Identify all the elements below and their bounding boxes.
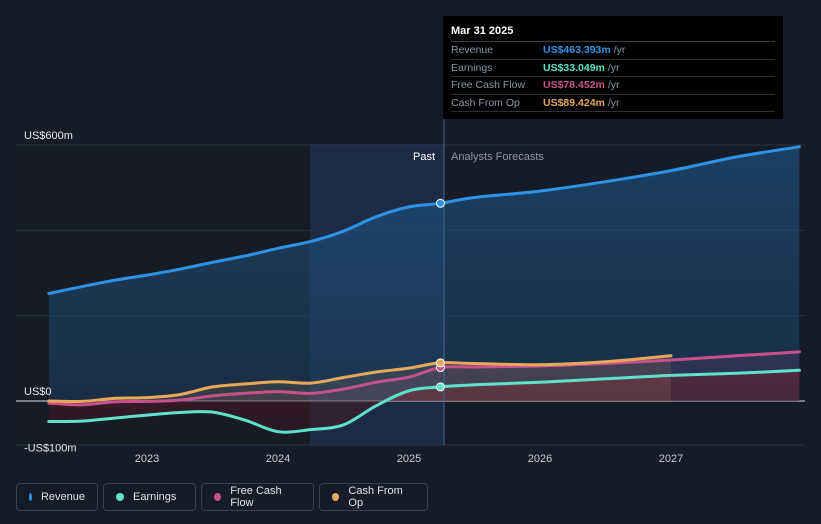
y-axis-label: -US$100m (24, 443, 77, 455)
tooltip-row-name: Revenue (451, 44, 494, 56)
revenue-line (47, 145, 801, 295)
earnings-marker (435, 382, 445, 392)
legend-item-cash-from-op[interactable]: Cash From Op (319, 483, 428, 511)
legend-label: Revenue (40, 491, 85, 503)
tooltip-row-name: Cash From Op (451, 96, 520, 109)
cash-from-op-line (47, 354, 673, 404)
legend-label: Cash From Op (348, 485, 403, 509)
revenue-area (48, 146, 800, 401)
revenue-marker (435, 198, 445, 208)
forecast-label: Analysts Forecasts (451, 151, 544, 163)
tooltip-row-name: Earnings (451, 61, 493, 74)
free-cash-flow-line (47, 350, 801, 407)
free-cash-flow-area (48, 351, 800, 405)
x-axis-labels: 2023 2024 2025 2026 2027 (135, 453, 683, 465)
tooltip-row-cash-from-op: Cash From Op US$89.424m /yr (451, 95, 775, 112)
tooltip-row-name: Free Cash Flow (451, 79, 526, 91)
tooltip-row-revenue: Revenue US$463.393m /yr (451, 42, 775, 60)
legend-item-free-cash-flow[interactable]: Free Cash Flow (201, 483, 314, 511)
tooltip-row-value: US$463.393m (543, 44, 611, 56)
cash-from-op-marker (435, 358, 445, 368)
legend-label: Free Cash Flow (230, 485, 282, 509)
tooltip-row-free-cash-flow: Free Cash Flow US$78.452m /yr (451, 77, 775, 95)
y-axis-labels: US$600m US$0 -US$100m (24, 130, 77, 455)
y-axis-label: US$600m (24, 130, 73, 142)
tooltip: Mar 31 2025 Revenue US$463.393m /yr Earn… (443, 16, 783, 119)
tooltip-row-value: US$89.424m (543, 96, 605, 109)
tooltip-row-unit: /yr (607, 79, 620, 91)
legend-item-earnings[interactable]: Earnings (103, 483, 196, 511)
legend: Revenue Earnings Free Cash Flow Cash Fro… (16, 483, 428, 511)
tooltip-row-unit: /yr (613, 44, 626, 56)
tooltip-row-value: US$78.452m (543, 79, 605, 91)
past-label: Past (413, 151, 435, 163)
x-tick-label: 2023 (135, 453, 159, 465)
x-tick-label: 2024 (266, 453, 290, 465)
revenue-dot-icon (29, 493, 32, 501)
tooltip-row-value: US$33.049m (543, 61, 605, 74)
free-cash-flow-dot-icon (214, 493, 222, 501)
earnings-line (47, 368, 801, 434)
legend-item-revenue[interactable]: Revenue (16, 483, 98, 511)
cash-from-op-dot-icon (332, 493, 340, 501)
x-tick-label: 2027 (659, 453, 683, 465)
x-tick-label: 2026 (528, 453, 552, 465)
tooltip-row-earnings: Earnings US$33.049m /yr (451, 60, 775, 77)
tooltip-row-unit: /yr (607, 96, 620, 109)
tooltip-date: Mar 31 2025 (451, 24, 775, 42)
y-axis-label: US$0 (24, 386, 52, 398)
earnings-dot-icon (116, 493, 124, 501)
series-lines (47, 145, 801, 434)
highlight-markers (435, 198, 445, 392)
tooltip-row-unit: /yr (607, 61, 620, 74)
x-tick-label: 2025 (397, 453, 421, 465)
legend-label: Earnings (133, 491, 177, 503)
